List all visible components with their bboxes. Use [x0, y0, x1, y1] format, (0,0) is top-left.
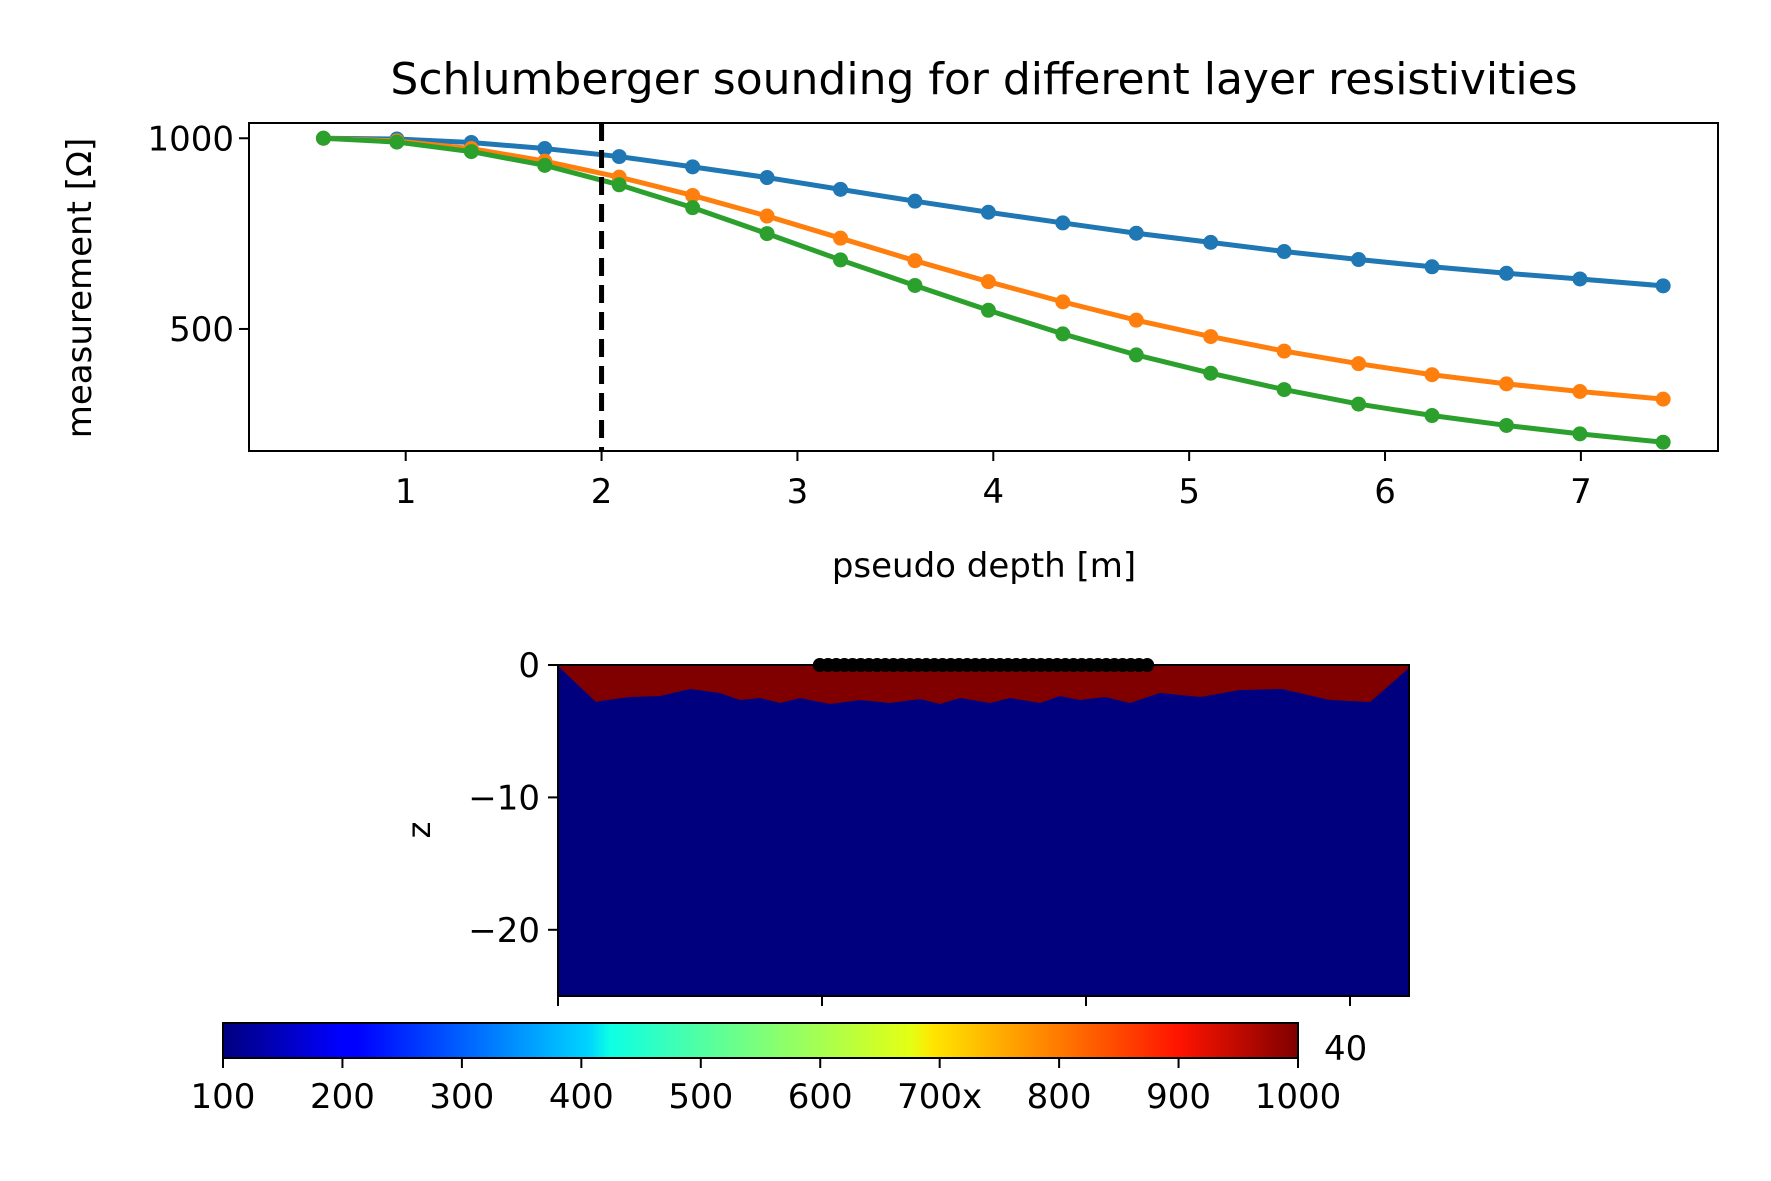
colorbar-tick-label: 900 — [1146, 1077, 1211, 1117]
top-layer — [558, 665, 1409, 704]
series-3-point — [463, 144, 479, 160]
x-tick-label: 4 — [982, 472, 1004, 512]
colorbar-tick-label: 600 — [788, 1077, 853, 1117]
series-3-point — [685, 200, 701, 216]
colorbar-tick-label: 100 — [191, 1077, 256, 1117]
series-1-point — [907, 193, 923, 209]
series-1-point — [1655, 278, 1671, 294]
sounding-chart: Schlumberger sounding for different laye… — [60, 54, 1719, 586]
bottom-layer — [558, 665, 1409, 996]
colorbar-tick-label: 500 — [668, 1077, 733, 1117]
colorbar-side-label: 40 — [1324, 1029, 1367, 1069]
series-2-point — [833, 230, 849, 246]
series-1-point — [611, 149, 627, 165]
series-2-point — [1276, 343, 1292, 359]
series-2-point — [1424, 367, 1440, 383]
electrode-marker — [1140, 658, 1155, 672]
series-1-point — [1424, 259, 1440, 275]
x-tick-label: 6 — [1374, 472, 1396, 512]
series-3-point — [759, 226, 775, 242]
colorbar-tick-label: 800 — [1027, 1077, 1092, 1117]
series-3-point — [833, 252, 849, 268]
series-1-point — [537, 141, 553, 157]
colorbar — [222, 1022, 1299, 1059]
z-ticks: 0 −10 −20 — [468, 646, 558, 951]
series-3-point — [907, 277, 923, 293]
colorbar-tick-label: 300 — [429, 1077, 494, 1117]
series-group — [315, 130, 1671, 450]
series-1-point — [1203, 234, 1219, 250]
series-3-point — [1055, 326, 1071, 342]
chart-title: Schlumberger sounding for different laye… — [390, 54, 1577, 105]
series-1-point — [1572, 271, 1588, 287]
series-2-point — [1655, 391, 1671, 407]
y-ticks: 500 1000 — [147, 119, 249, 350]
y-tick-label: 1000 — [147, 119, 234, 159]
electrodes — [812, 658, 1155, 672]
series-1-point — [833, 181, 849, 197]
series-2-point — [980, 274, 996, 290]
series-2-point — [907, 253, 923, 269]
z-tick-label: 0 — [518, 646, 540, 686]
series-1-point — [1351, 252, 1367, 268]
x-tick-label: 1 — [395, 472, 417, 512]
series-1-point — [980, 204, 996, 220]
series-2-point — [1572, 384, 1588, 400]
series-1-point — [1276, 244, 1292, 260]
x-ticks: 1 2 3 4 5 6 7 — [395, 451, 1592, 512]
colorbar-tick-label: 700x — [897, 1077, 982, 1117]
mesh-x-ticks — [557, 996, 1351, 1006]
z-tick-label: −10 — [468, 778, 540, 818]
series-3-point — [1424, 408, 1440, 424]
series-2-point — [1203, 329, 1219, 345]
colorbar-tick-label: 400 — [549, 1077, 614, 1117]
y-axis-label: measurement [Ω] — [60, 138, 100, 439]
series-3-point — [611, 177, 627, 193]
series-3-point — [315, 130, 331, 146]
z-axis-label: z — [400, 822, 438, 839]
series-line-3 — [323, 135, 1664, 445]
series-3-point — [1351, 396, 1367, 412]
series-1-point — [759, 170, 775, 186]
series-2-point — [1498, 376, 1514, 392]
series-1-point — [1128, 225, 1144, 241]
series-2-point — [1055, 294, 1071, 310]
x-tick-label: 3 — [787, 472, 809, 512]
series-3-point — [1655, 434, 1671, 450]
series-3-point — [980, 302, 996, 318]
x-axis-label: pseudo depth [m] — [832, 546, 1136, 586]
x-tick-label: 5 — [1178, 472, 1200, 512]
series-2-point — [1351, 356, 1367, 372]
series-3-point — [1203, 365, 1219, 381]
series-2-point — [759, 208, 775, 224]
colorbar-tick-label: 200 — [310, 1077, 375, 1117]
series-1-point — [1055, 215, 1071, 231]
series-1-point — [685, 159, 701, 175]
series-1-point — [1498, 265, 1514, 281]
x-tick-label: 2 — [591, 472, 613, 512]
colorbar-tick-label: 1000 — [1255, 1077, 1342, 1117]
series-3-point — [1128, 347, 1144, 363]
series-3-point — [537, 157, 553, 173]
series-3-point — [389, 134, 405, 150]
series-2-point — [1128, 312, 1144, 328]
y-tick-label: 500 — [169, 310, 234, 350]
z-tick-label: −20 — [468, 911, 540, 951]
plot-frame — [248, 122, 1719, 452]
series-3-point — [1276, 382, 1292, 398]
x-tick-label: 7 — [1570, 472, 1592, 512]
model-mesh-plot: 0−10−20 z 100 200 300 400 500 600 700x 800 900 10… — [191, 646, 1410, 1117]
colorbar-ticks: 100 200 300 400 500 600 700x 800 900 1000 — [191, 1058, 1342, 1117]
series-3-point — [1498, 417, 1514, 433]
series-2-point — [685, 187, 701, 203]
series-3-point — [1572, 426, 1588, 442]
